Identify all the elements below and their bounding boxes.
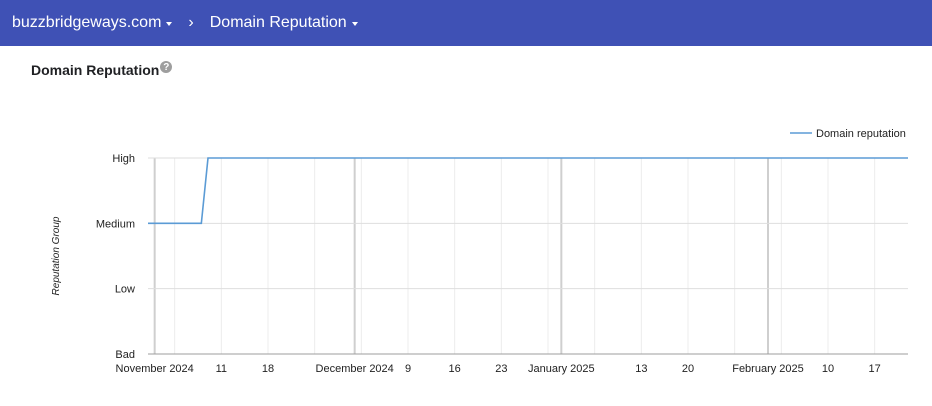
x-day-label: 13 (635, 363, 647, 375)
x-month-label: December 2024 (316, 363, 394, 375)
help-circle-icon[interactable]: ? (160, 61, 173, 73)
domain-selector[interactable]: buzzbridgeways.com (12, 14, 173, 32)
dropdown-caret-icon (166, 22, 173, 26)
x-day-label: 9 (405, 363, 411, 375)
domain-selector-label: buzzbridgeways.com (12, 14, 162, 31)
card-title: Domain Reputation ? (31, 61, 173, 78)
x-day-label: 17 (869, 363, 881, 375)
x-day-label: 11 (216, 363, 227, 375)
x-month-label: January 2025 (528, 363, 595, 375)
y-tick-label: Medium (96, 218, 135, 230)
x-month-label: February 2025 (732, 363, 804, 375)
y-tick-label: Low (115, 284, 135, 296)
y-tick-label: High (112, 153, 135, 165)
y-axis-label: Reputation Group (51, 216, 62, 295)
dropdown-caret-icon (351, 22, 358, 26)
x-day-label: 23 (495, 363, 507, 375)
legend-label: Domain reputation (816, 128, 906, 140)
y-tick-label: Bad (115, 349, 135, 361)
page-selector-label: Domain Reputation (209, 14, 347, 31)
page-selector[interactable]: Domain Reputation (210, 14, 358, 32)
card-title-text: Domain Reputation (31, 62, 160, 78)
x-day-label: 20 (682, 363, 694, 375)
x-day-label: 10 (822, 363, 834, 375)
x-month-label: November 2024 (116, 363, 194, 375)
series-line-domain-reputation (148, 157, 908, 225)
top-app-bar: buzzbridgeways.com › Domain Reputation (0, 0, 932, 46)
breadcrumb-chevron-icon: › (188, 14, 194, 31)
x-day-label: 16 (449, 363, 461, 375)
x-day-label: 18 (262, 363, 274, 375)
